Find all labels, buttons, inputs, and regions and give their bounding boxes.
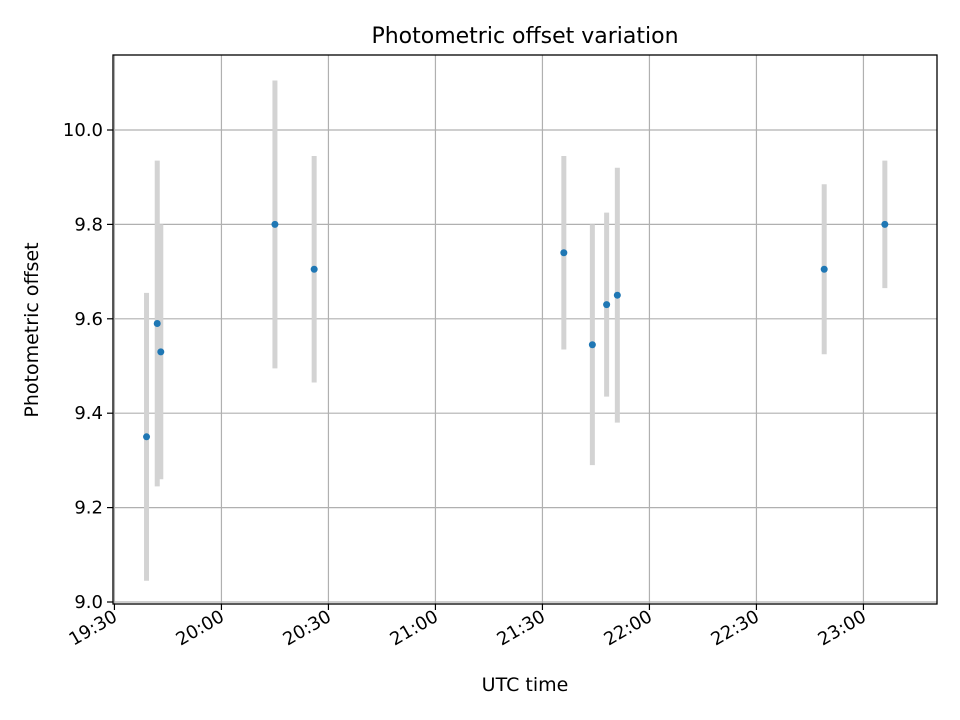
x-tick-label: 23:00 <box>815 606 870 650</box>
x-tick-label: 20:30 <box>280 606 335 650</box>
y-tick-label: 9.4 <box>74 403 103 424</box>
x-tick-label: 21:00 <box>387 606 442 650</box>
grid <box>113 55 937 604</box>
data-point <box>153 320 161 328</box>
y-axis: 9.0 9.2 9.4 9.6 9.8 10.0 <box>63 120 113 613</box>
data-point <box>881 220 889 228</box>
data-point <box>143 433 151 441</box>
x-tick-label: 21:30 <box>494 606 549 650</box>
y-tick-label: 9.8 <box>74 214 103 235</box>
y-tick-label: 9.0 <box>74 592 103 613</box>
data-point <box>271 220 279 228</box>
plot-area-frame <box>112 54 938 605</box>
data-point <box>603 301 611 309</box>
x-axis: 19:30 20:00 20:30 21:00 21:30 22:00 22:30 23:00 <box>66 604 870 650</box>
x-axis-label: UTC time <box>482 674 569 696</box>
chart-title: Photometric offset variation <box>371 24 678 49</box>
x-tick-label: 20:00 <box>173 606 228 650</box>
data-point <box>588 341 596 349</box>
data-point <box>157 348 165 356</box>
y-tick-label: 9.6 <box>74 309 103 330</box>
y-tick-label: 9.2 <box>74 498 103 519</box>
x-tick-label: 22:30 <box>708 606 763 650</box>
data-point <box>560 249 568 257</box>
y-tick-label: 10.0 <box>63 120 103 141</box>
x-tick-label: 22:00 <box>601 606 656 650</box>
data-points <box>143 220 889 441</box>
error-bars <box>144 80 888 581</box>
data-point <box>820 265 828 273</box>
data-point <box>310 265 318 273</box>
data-point <box>613 291 621 299</box>
y-axis-label: Photometric offset <box>21 242 43 417</box>
